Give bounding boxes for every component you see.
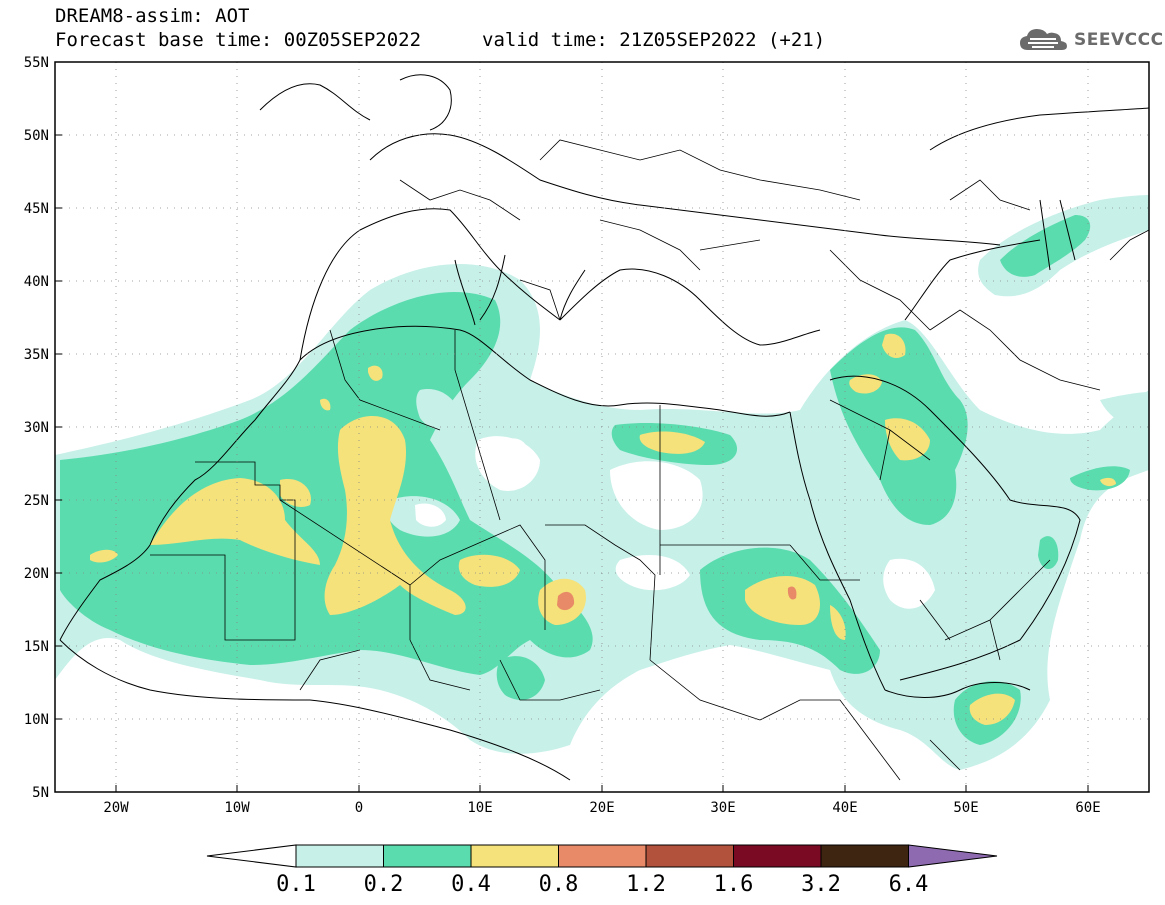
- lon-label: 30E: [710, 800, 735, 816]
- colorbar-label: 1.6: [714, 872, 754, 897]
- lon-label: 20W: [103, 800, 129, 816]
- forecast-base-time: Forecast base time: 00Z05SEP2022: [55, 29, 422, 51]
- aot-level-08: [557, 586, 797, 611]
- colorbar-swatch: [820, 844, 909, 868]
- colorbar-swatch: [470, 844, 559, 868]
- lat-label: 20N: [24, 566, 49, 582]
- lat-label: 10N: [24, 712, 49, 728]
- colorbar-label: 3.2: [801, 872, 841, 897]
- lat-label: 30N: [24, 420, 49, 436]
- logo-text: SEEVCCC: [1074, 30, 1164, 50]
- aot-level-04: [90, 333, 1116, 725]
- colorbar-swatch: [558, 844, 647, 868]
- coastlines: [59, 74, 1149, 781]
- colorbar-label: 6.4: [889, 872, 929, 897]
- seevccc-logo: SEEVCCC: [1018, 26, 1164, 54]
- colorbar-swatch: [733, 844, 822, 868]
- valid-time: valid time: 21Z05SEP2022 (+21): [482, 29, 826, 51]
- lon-label: 50E: [953, 800, 978, 816]
- lon-label: 0: [355, 800, 363, 816]
- colorbar-label: 0.8: [539, 872, 579, 897]
- lat-label: 35N: [24, 347, 49, 363]
- latitude-labels: 55N 50N 45N 40N 35N 30N 25N 20N 15N 10N …: [24, 55, 49, 801]
- colorbar-swatch: [295, 844, 384, 868]
- tick-marks: [55, 61, 1089, 792]
- lon-label: 40E: [832, 800, 857, 816]
- colorbar-label: 1.2: [626, 872, 666, 897]
- country-borders: [150, 139, 1149, 781]
- lon-label: 10W: [224, 800, 250, 816]
- colorbar-swatch: [645, 844, 734, 868]
- colorbar-label: 0.4: [451, 872, 491, 897]
- lon-label: 10E: [467, 800, 492, 816]
- lat-label: 40N: [24, 274, 49, 290]
- lat-label: 15N: [24, 639, 49, 655]
- map-title: DREAM8-assim: AOT: [55, 5, 250, 27]
- lat-label: 5N: [32, 785, 49, 801]
- lat-label: 25N: [24, 493, 49, 509]
- cloud-logo-icon: [1020, 29, 1067, 50]
- lon-label: 20E: [589, 800, 614, 816]
- lat-label: 55N: [24, 55, 49, 71]
- colorbar-swatch: [383, 844, 472, 868]
- colorbar-low-arrow: [206, 844, 297, 868]
- lat-label: 45N: [24, 201, 49, 217]
- aot-field: [55, 195, 1149, 770]
- lat-label: 50N: [24, 128, 49, 144]
- colorbar-label: 0.1: [276, 872, 316, 897]
- colorbar: [206, 844, 998, 868]
- colorbar-labels: 0.1 0.2 0.4 0.8 1.2 1.6 3.2 6.4: [276, 872, 928, 897]
- colorbar-label: 0.2: [364, 872, 404, 897]
- longitude-labels: 20W 10W 0 10E 20E 30E 40E 50E 60E: [103, 800, 1100, 816]
- lon-label: 60E: [1075, 800, 1100, 816]
- graticule: [55, 62, 1149, 792]
- colorbar-high-arrow: [908, 844, 998, 868]
